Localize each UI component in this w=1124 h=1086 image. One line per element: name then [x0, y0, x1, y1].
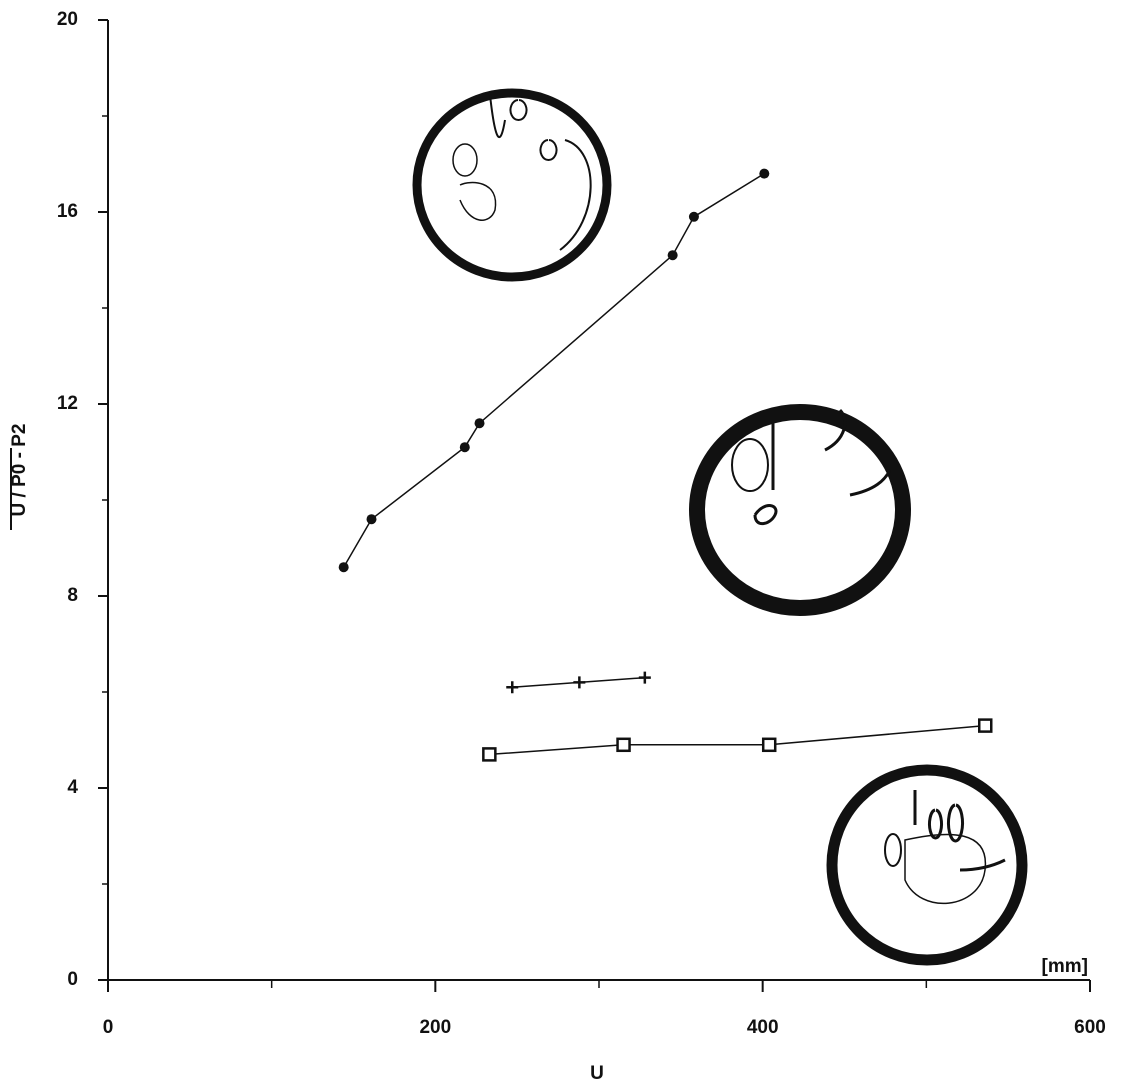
x-axis-label: U [590, 1063, 604, 1084]
point [688, 211, 699, 222]
y-tick-label: 16 [57, 201, 78, 222]
y-tick-label: 20 [57, 9, 78, 30]
point [667, 250, 678, 261]
point [616, 737, 631, 753]
point [638, 671, 651, 684]
point [338, 562, 349, 573]
x-tick-label: 200 [419, 1017, 451, 1038]
point [759, 168, 770, 179]
y-axis-label: U / P0 - P2 [9, 424, 30, 517]
point [482, 747, 497, 762]
series-line [489, 724, 986, 756]
point [573, 676, 586, 689]
y-tick-label: 12 [57, 393, 78, 414]
point [506, 681, 519, 694]
point [366, 514, 377, 525]
annotation: [mm] [1042, 956, 1088, 977]
y-tick-label: 4 [67, 777, 78, 798]
y-tick-label: 8 [67, 585, 78, 606]
x-tick-label: 0 [103, 1017, 114, 1038]
illustration [412, 88, 1028, 966]
x-tick-label: 600 [1074, 1017, 1106, 1038]
point [761, 737, 777, 753]
y-tick-label: 0 [67, 969, 78, 990]
x-tick-label: 400 [747, 1017, 779, 1038]
point [474, 418, 485, 429]
point [978, 718, 993, 733]
point [459, 442, 470, 453]
